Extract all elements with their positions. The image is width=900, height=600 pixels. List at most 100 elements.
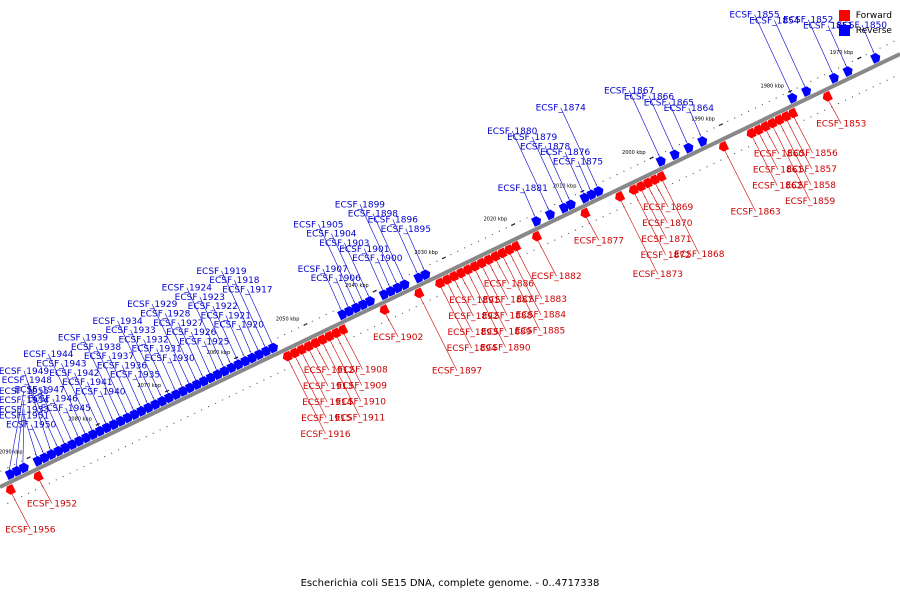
gene-label: ECSF_1899 (335, 200, 386, 210)
gene-label: ECSF_1875 (553, 158, 603, 168)
gene-leader-line (52, 398, 72, 441)
gene-leader-line (641, 190, 667, 239)
gene-leader-line (377, 257, 391, 288)
gene-arrow (253, 349, 265, 361)
gene-leader-line (169, 357, 183, 388)
gene-arrow (157, 396, 168, 407)
minor-tick-dot (747, 146, 750, 148)
minor-tick-dot (706, 166, 708, 168)
minor-tick-dot (609, 177, 611, 179)
minor-tick-dot (332, 310, 334, 312)
gene-leader-line (329, 340, 362, 402)
gene-arrow (11, 465, 22, 477)
minor-tick-dot (97, 459, 99, 461)
gene-label: ECSF_1879 (507, 133, 558, 143)
gene-arrow (767, 117, 778, 129)
gene-arrow (414, 287, 425, 299)
minor-tick-dot (519, 220, 521, 222)
minor-tick-dot (325, 313, 327, 316)
gene-arrow (4, 469, 15, 481)
minor-tick-dot (152, 432, 154, 434)
gene-leader-line (295, 356, 327, 419)
gene-label: ECSF_1858 (786, 181, 837, 191)
gene-arrow (282, 350, 293, 362)
gene-label: ECSF_1921 (201, 311, 251, 321)
gene-leader-line (23, 415, 38, 458)
gene-arrow (337, 309, 348, 321)
gene-leader-line (648, 96, 674, 151)
minor-tick-dot (111, 452, 113, 454)
gene-leader-line (496, 260, 510, 284)
gene-label: ECSF_1940 (75, 387, 126, 397)
gene-label: ECSF_1881 (498, 184, 548, 194)
gene-leader-line (247, 289, 273, 345)
gene-arrow (746, 127, 757, 139)
gene-leader-line (786, 120, 813, 170)
minor-tick-dot (554, 203, 556, 206)
minor-tick-dot (630, 202, 632, 205)
minor-tick-dot (401, 312, 404, 314)
gene-leader-line (482, 266, 508, 316)
gene-arrow (129, 409, 140, 421)
minor-tick-dot (408, 309, 410, 311)
minor-tick-dot (131, 442, 134, 444)
gene-leader-line (74, 372, 100, 428)
gene-label-layer: ECSF_1853ECSF_1856ECSF_1857ECSF_1858ECSF… (0, 11, 887, 536)
minor-tick-dot (429, 299, 431, 301)
gene-label: ECSF_1888 (482, 312, 533, 322)
gene-label: ECSF_1892 (448, 312, 498, 322)
gene-leader-line (225, 315, 245, 358)
minor-tick-dot (318, 317, 320, 319)
gene-arrow (324, 330, 335, 342)
minor-tick-dot (512, 223, 514, 226)
gene-label: ECSF_1862 (752, 182, 802, 192)
minor-tick-dot (824, 109, 826, 111)
gene-arrow (490, 250, 501, 262)
gene-leader-line (774, 20, 806, 88)
minor-tick-dot (117, 449, 120, 451)
gene-leader-line (95, 346, 128, 414)
gene-arrow (5, 483, 17, 495)
minor-tick-dot (214, 402, 217, 404)
gene-leader-line (156, 348, 176, 391)
gene-leader-line (117, 320, 155, 401)
tick-label: 2090 kbp (0, 450, 23, 456)
minor-tick-dot (782, 94, 784, 96)
gene-leader-line (447, 283, 473, 333)
gene-leader-line (238, 324, 252, 354)
minor-tick-dot (415, 306, 417, 308)
gene-arrow (338, 324, 349, 335)
gene-arrow (842, 66, 853, 78)
minor-tick-dot (754, 107, 757, 109)
gene-leader-line (440, 286, 472, 349)
gene-arrow (67, 439, 78, 451)
minor-tick-dot (277, 337, 279, 339)
gene-label: ECSF_1907 (298, 265, 348, 275)
gene-leader-line (288, 360, 326, 435)
gene-arrow (240, 356, 251, 367)
gene-label: ECSF_1920 (214, 321, 265, 331)
gene-leader-line (134, 374, 148, 404)
gene-leader-line (620, 200, 659, 275)
gene-arrow (530, 216, 542, 227)
minor-tick-dot (90, 462, 92, 464)
gene-arrow (469, 260, 480, 272)
minor-tick-dot (477, 240, 480, 242)
gene-label: ECSF_1947 (15, 385, 65, 395)
legend-label-reverse: Reverse (855, 25, 892, 36)
gene-label: ECSF_1946 (28, 395, 79, 405)
gene-leader-line (100, 391, 114, 421)
gene-arrow (558, 202, 569, 214)
gene-label: ECSF_1909 (337, 381, 388, 391)
gene-arrow (310, 337, 321, 349)
minor-tick-dot (201, 409, 203, 411)
genome-backbone (0, 52, 900, 489)
minor-tick-dot (484, 237, 487, 239)
gene-label: ECSF_1855 (729, 11, 779, 21)
minor-tick-dot (775, 97, 777, 99)
gene-leader-line (468, 273, 506, 348)
minor-tick-dot (360, 332, 362, 334)
gene-label: ECSF_1928 (140, 310, 191, 320)
gene-arrow (655, 156, 666, 167)
gene-leader-line (628, 90, 661, 158)
